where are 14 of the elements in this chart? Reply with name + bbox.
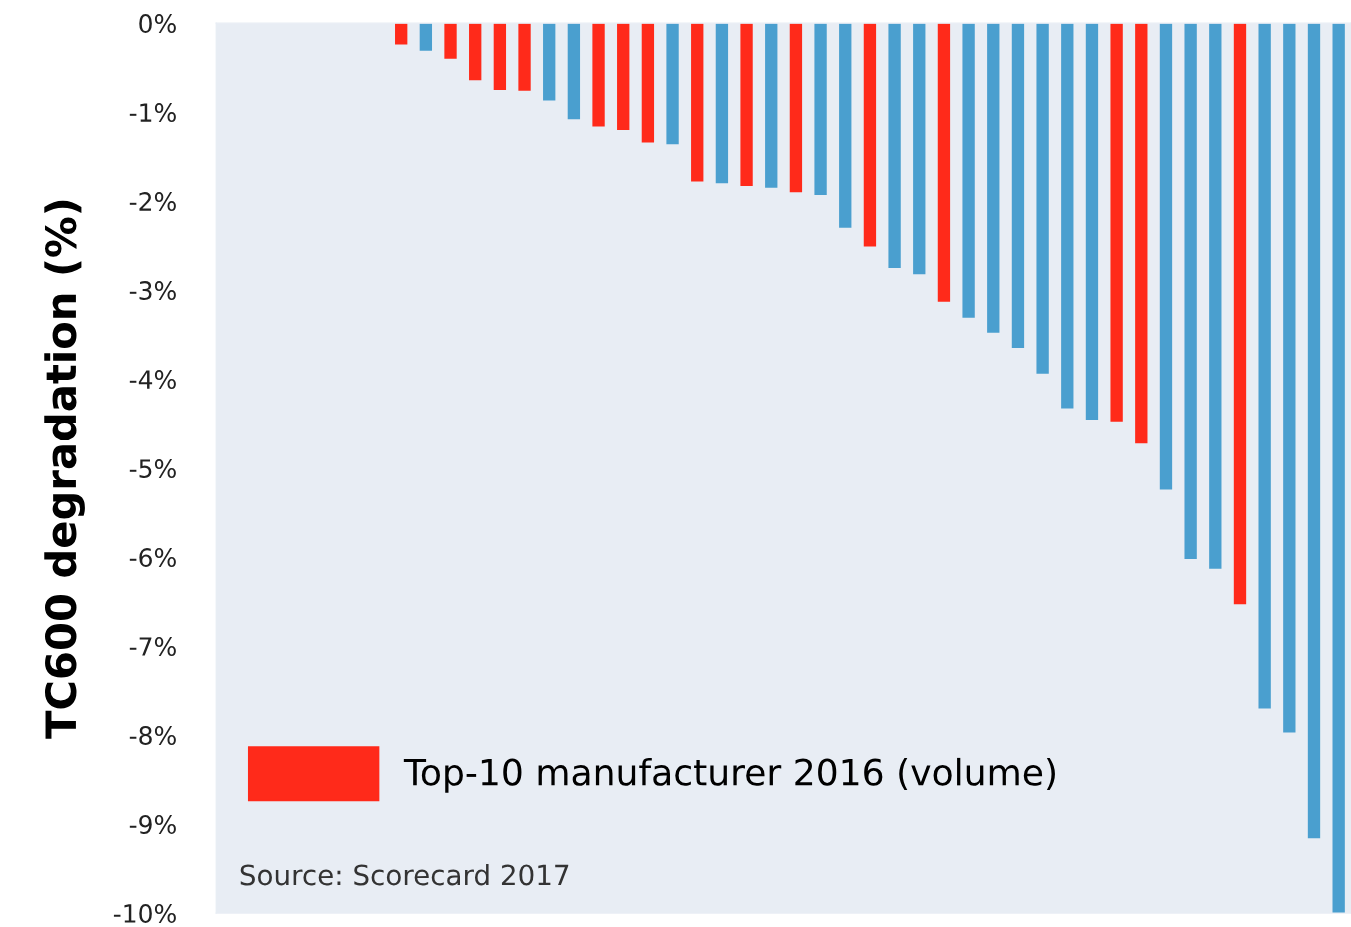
annotation: Source: Scorecard 2017 [240, 863, 569, 886]
y-tick-label: -7% [129, 637, 176, 656]
y-tick-label: -8% [129, 726, 176, 745]
y-tick-label: -1% [129, 103, 176, 123]
y-tick-label: -4% [129, 370, 176, 389]
y-tick-label: 0% [139, 14, 176, 34]
y-tick-label: -10% [113, 904, 176, 923]
y-tick-label: -9% [129, 815, 176, 834]
y-tick-label: -2% [129, 192, 176, 212]
legend-label: Top-10 manufacturer 2016 (volume) [403, 757, 1055, 793]
y-tick-label: -3% [129, 281, 176, 300]
y-tick-label: -5% [129, 459, 176, 478]
y-axis-title: TC600 degradation (%) [44, 200, 85, 739]
y-tick-label: -6% [129, 548, 176, 567]
